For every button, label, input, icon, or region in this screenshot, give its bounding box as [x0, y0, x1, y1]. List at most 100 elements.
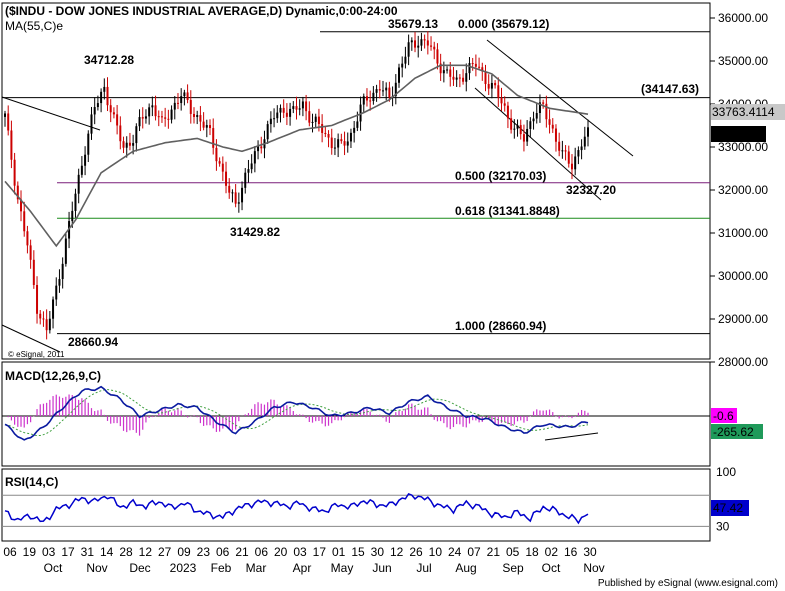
candle-body: [330, 137, 333, 149]
date-tick-label: 06: [255, 545, 269, 559]
rsi-value-badge: [711, 500, 749, 516]
candle-body: [337, 139, 340, 148]
macd-hist-badge: [711, 408, 737, 423]
date-tick-label: 24: [448, 545, 462, 559]
candle-body: [202, 121, 205, 128]
date-tick-label: 19: [23, 545, 37, 559]
candle-body: [359, 104, 362, 122]
candle-body: [112, 112, 115, 115]
month-label: Jul: [416, 561, 431, 575]
candle-body: [282, 107, 285, 113]
price-tick-label: 33000.00: [718, 140, 768, 154]
copyright-text: © eSignal, 2011: [8, 350, 65, 359]
candle-body: [52, 299, 55, 319]
macd-value-badge: [711, 424, 763, 439]
candle-body: [71, 210, 74, 222]
candle-body: [215, 147, 218, 162]
date-tick-label: 02: [545, 545, 559, 559]
candle-body: [141, 117, 144, 119]
candle-body: [317, 116, 320, 125]
candle-body: [548, 119, 551, 125]
month-label: Oct: [542, 561, 561, 575]
date-tick-label: 10: [429, 545, 443, 559]
candle-body: [381, 90, 384, 92]
macd-signal-line: [4, 389, 589, 437]
channel-lower-line: [474, 87, 602, 201]
candle-body: [407, 42, 410, 57]
label-low-mar-2023: 31429.82: [230, 225, 280, 239]
ma-value-badge: [711, 104, 785, 120]
candle-body: [144, 116, 147, 119]
candle-body: [135, 126, 138, 144]
candle-body: [231, 192, 234, 194]
candle-body: [301, 101, 304, 109]
price-tick-label: 29000.00: [718, 312, 768, 326]
macd-label: MACD(12,26,9,C): [5, 369, 101, 383]
candle-body: [160, 116, 163, 118]
date-tick-label: 26: [409, 545, 423, 559]
candle-body: [276, 112, 279, 119]
price-tick-label: 32000.00: [718, 183, 768, 197]
candle-body: [106, 86, 109, 106]
price-tick-label: 28000.00: [718, 355, 768, 369]
candle-body: [87, 133, 90, 155]
candle-body: [125, 142, 128, 148]
candle-body: [234, 192, 237, 204]
rsi-tick-label: 100: [716, 465, 736, 479]
candle-body: [32, 259, 35, 285]
candle-body: [64, 238, 67, 264]
candle-body: [10, 130, 13, 160]
date-tick-label: 06: [3, 545, 17, 559]
candle-body: [16, 185, 19, 200]
channel-upper-line: [486, 39, 634, 157]
candle-body: [273, 118, 276, 120]
date-tick-label: 01: [332, 545, 346, 559]
ma-line: [4, 64, 589, 248]
date-tick-label: 15: [351, 545, 365, 559]
candle-body: [289, 108, 292, 117]
candle-body: [244, 172, 247, 188]
macd-hist-value: -0.6: [713, 409, 734, 423]
date-tick-label: 17: [61, 545, 75, 559]
candle-body: [311, 121, 314, 123]
footer-text: Published by eSignal (www.esignal.com): [598, 578, 778, 589]
candle-body: [481, 67, 484, 72]
candle-body: [558, 141, 561, 151]
candle-body: [205, 125, 208, 128]
month-label: Dec: [129, 561, 150, 575]
candle-body: [519, 125, 522, 135]
candle-body: [314, 116, 317, 122]
rsi-line: [4, 492, 589, 525]
candle-body: [490, 82, 493, 89]
candle-body: [295, 106, 298, 110]
candle-body: [74, 193, 77, 211]
candle-body: [292, 106, 295, 109]
candle-body: [570, 163, 573, 170]
label-low-oct-2023: 32327.20: [566, 183, 616, 197]
candle-body: [247, 169, 250, 173]
candle-body: [340, 139, 343, 142]
candle-body: [462, 77, 465, 82]
month-label: Nov: [86, 561, 107, 575]
date-tick-label: 17: [313, 545, 327, 559]
chart-title: ($INDU - DOW JONES INDUSTRIAL AVERAGE,D)…: [5, 4, 398, 18]
date-tick-label: 16: [564, 545, 578, 559]
candle-body: [58, 279, 61, 286]
rsi-value-label: 47.42: [713, 501, 743, 515]
candle-body: [478, 66, 481, 68]
candle-body: [308, 111, 311, 123]
candle-body: [285, 112, 288, 117]
candle-body: [138, 117, 141, 127]
candle-body: [36, 284, 39, 314]
candle-body: [61, 263, 64, 280]
price-tick-label: 35000.00: [718, 54, 768, 68]
candle-body: [577, 150, 580, 157]
candle-body: [468, 63, 471, 74]
candle-body: [96, 103, 99, 108]
candle-body: [333, 147, 336, 149]
month-label: Oct: [44, 561, 63, 575]
price-tick-label: 30000.00: [718, 269, 768, 283]
date-tick-label: 07: [467, 545, 481, 559]
candle-body: [119, 125, 122, 142]
candle-body: [84, 154, 87, 166]
